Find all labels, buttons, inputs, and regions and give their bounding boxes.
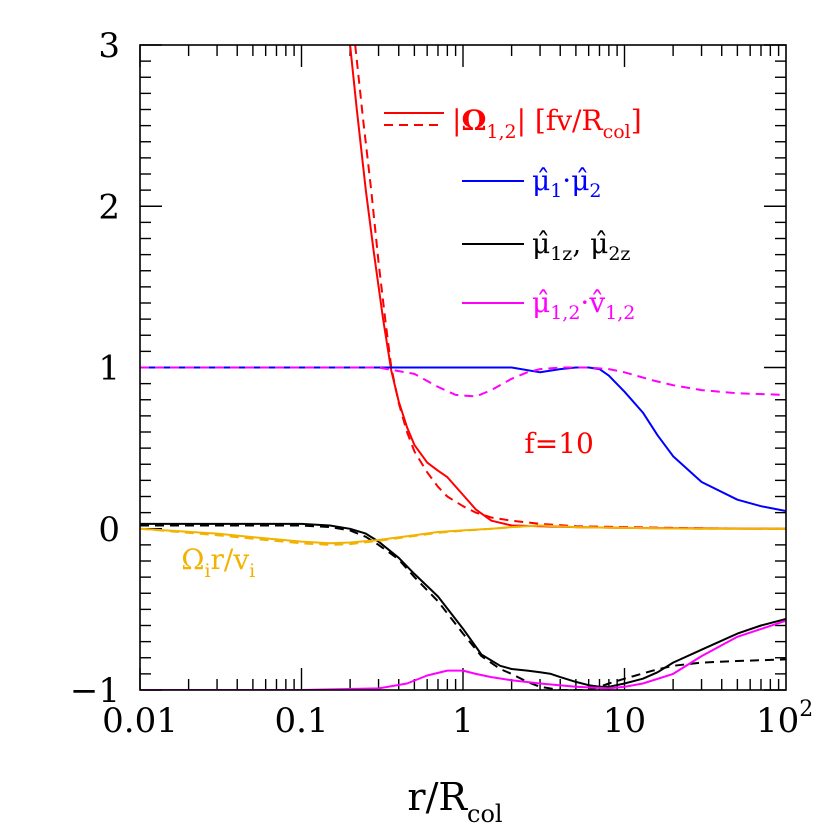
- x-tick-label-100: 102: [756, 697, 813, 741]
- y-tick-label: 0: [98, 510, 120, 550]
- y-tick-label: 2: [98, 187, 120, 227]
- legend-entry-omega-magnitude: |Ω1,2| [fv/Rcol]: [384, 104, 642, 143]
- series-line-4: [140, 366, 786, 398]
- x-axis-title: r/Rcol: [407, 775, 502, 828]
- annotation-f-value: f=10: [524, 427, 593, 460]
- series-line-5: [140, 522, 786, 688]
- annotation-omega-ratio: Ωir/vi: [181, 543, 255, 582]
- legend-label-mu-z: μ̂1z, μ̂2z: [532, 227, 630, 265]
- x-tick-label: 0.1: [274, 701, 328, 741]
- legend-entry-mu-dot: μ̂1·μ̂2: [462, 164, 602, 202]
- plot-frame: [139, 44, 787, 691]
- x-tick-label: 10: [603, 701, 646, 741]
- legend: |Ω1,2| [fv/Rcol] μ̂1·μ̂2 μ̂1z, μ̂2z μ̂1,…: [384, 104, 642, 324]
- series-line-7: [140, 619, 786, 690]
- legend-label-mu-dot: μ̂1·μ̂2: [532, 164, 602, 202]
- series-line-9: [140, 524, 786, 546]
- series-line-8: [140, 524, 786, 545]
- legend-entry-mu-v: μ̂1,2·v̂1,2: [462, 286, 635, 324]
- legend-label-omega-magnitude: |Ω1,2| [fv/Rcol]: [452, 104, 642, 143]
- series-line-3: [140, 366, 786, 512]
- y-tick-label: −1: [70, 671, 120, 711]
- y-tick-label: 3: [98, 26, 120, 66]
- series-line-2: [354, 45, 786, 530]
- x-tick-label: 0.01: [102, 701, 178, 741]
- x-tick-label: 1: [452, 701, 474, 741]
- series-lines: [140, 45, 786, 690]
- tick-marks: [139, 44, 786, 691]
- y-tick-label: 1: [98, 349, 120, 389]
- legend-label-mu-v: μ̂1,2·v̂1,2: [532, 286, 635, 324]
- series-line-6: [140, 524, 786, 690]
- legend-entry-mu-z: μ̂1z, μ̂2z: [462, 227, 630, 265]
